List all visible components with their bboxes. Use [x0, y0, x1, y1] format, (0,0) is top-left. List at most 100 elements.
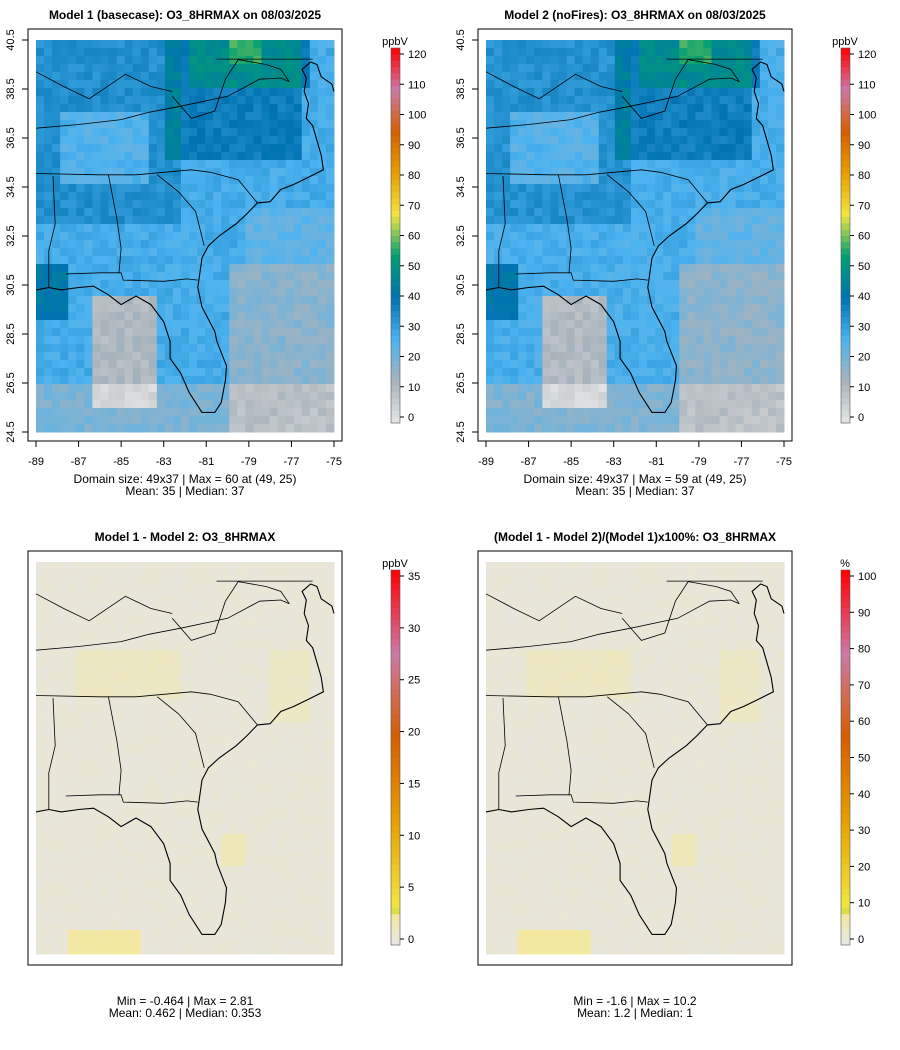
- grid-cell: [141, 240, 150, 249]
- grid-cell: [181, 352, 190, 361]
- grid-cell: [663, 216, 672, 225]
- grid-cell: [141, 570, 150, 579]
- grid-cell: [679, 40, 688, 49]
- grid-cell: [197, 248, 206, 257]
- grid-cell: [60, 626, 69, 635]
- grid-cell: [286, 384, 295, 393]
- grid-cell: [84, 786, 93, 795]
- grid-cell: [286, 610, 295, 619]
- grid-cell: [253, 416, 262, 425]
- grid-cell: [534, 352, 543, 361]
- grid-cell: [736, 344, 745, 353]
- grid-cell: [318, 698, 327, 707]
- grid-cell: [205, 144, 214, 153]
- grid-cell: [550, 56, 559, 65]
- grid-cell: [245, 762, 254, 771]
- grid-cell: [133, 344, 142, 353]
- grid-cell: [68, 48, 77, 57]
- grid-cell: [221, 778, 230, 787]
- colorbar-segment: [841, 123, 850, 130]
- grid-cell: [125, 152, 134, 161]
- grid-cell: [92, 770, 101, 779]
- grid-cell: [125, 746, 134, 755]
- grid-cell: [310, 352, 319, 361]
- grid-cell: [526, 392, 535, 401]
- grid-cell: [318, 232, 327, 241]
- grid-cell: [84, 336, 93, 345]
- grid-cell: [534, 384, 543, 393]
- grid-cell: [60, 320, 69, 329]
- grid-cell: [534, 248, 543, 257]
- grid-cell: [133, 650, 142, 659]
- grid-cell: [623, 336, 632, 345]
- grid-cell: [270, 72, 279, 81]
- grid-cell: [278, 376, 287, 385]
- grid-cell: [326, 160, 335, 169]
- grid-cell: [486, 144, 495, 153]
- grid-cell: [253, 570, 262, 579]
- grid-cell: [68, 746, 77, 755]
- grid-cell: [60, 272, 69, 281]
- grid-cell: [671, 56, 680, 65]
- grid-cell: [133, 674, 142, 683]
- grid-cell: [213, 224, 222, 233]
- grid-cell: [245, 320, 254, 329]
- grid-cell: [575, 304, 584, 313]
- grid-cell: [294, 328, 303, 337]
- grid-cell: [278, 658, 287, 667]
- grid-cell: [213, 674, 222, 683]
- grid-cell: [76, 400, 85, 409]
- grid-cell: [286, 690, 295, 699]
- grid-cell: [776, 96, 785, 105]
- grid-cell: [157, 288, 166, 297]
- grid-cell: [703, 416, 712, 425]
- grid-cell: [52, 650, 61, 659]
- grid-cell: [760, 376, 769, 385]
- grid-cell: [623, 72, 632, 81]
- grid-cell: [558, 184, 567, 193]
- grid-cell: [60, 304, 69, 313]
- colorbar-segment: [841, 267, 850, 274]
- grid-cell: [44, 152, 53, 161]
- grid-cell: [189, 136, 198, 145]
- grid-cell: [165, 578, 174, 587]
- grid-cell: [213, 746, 222, 755]
- grid-cell: [245, 754, 254, 763]
- grid-cell: [253, 232, 262, 241]
- grid-cell: [286, 778, 295, 787]
- grid-cell: [526, 248, 535, 257]
- grid-cell: [760, 240, 769, 249]
- grid-cell: [599, 120, 608, 129]
- grid-cell: [502, 304, 511, 313]
- grid-cell: [149, 296, 158, 305]
- grid-cell: [502, 48, 511, 57]
- grid-cell: [36, 352, 45, 361]
- grid-cell: [149, 674, 158, 683]
- grid-cell: [108, 112, 117, 121]
- grid-cell: [60, 650, 69, 659]
- grid-cell: [294, 232, 303, 241]
- grid-cell: [84, 80, 93, 89]
- grid-cell: [679, 128, 688, 137]
- grid-cell: [695, 384, 704, 393]
- grid-cell: [752, 256, 761, 265]
- grid-cell: [100, 408, 109, 417]
- grid-cell: [615, 408, 624, 417]
- grid-cell: [583, 120, 592, 129]
- grid-cell: [703, 264, 712, 273]
- grid-cell: [302, 184, 311, 193]
- grid-cell: [117, 722, 126, 731]
- grid-cell: [60, 424, 69, 433]
- grid-cell: [237, 762, 246, 771]
- grid-cell: [100, 48, 109, 57]
- grid-cell: [712, 384, 721, 393]
- grid-cell: [286, 730, 295, 739]
- grid-cell: [736, 176, 745, 185]
- grid-cell: [286, 746, 295, 755]
- grid-cell: [141, 104, 150, 113]
- grid-cell: [712, 160, 721, 169]
- grid-cell: [108, 128, 117, 137]
- grid-cell: [534, 56, 543, 65]
- grid-cell: [245, 312, 254, 321]
- grid-cell: [165, 144, 174, 153]
